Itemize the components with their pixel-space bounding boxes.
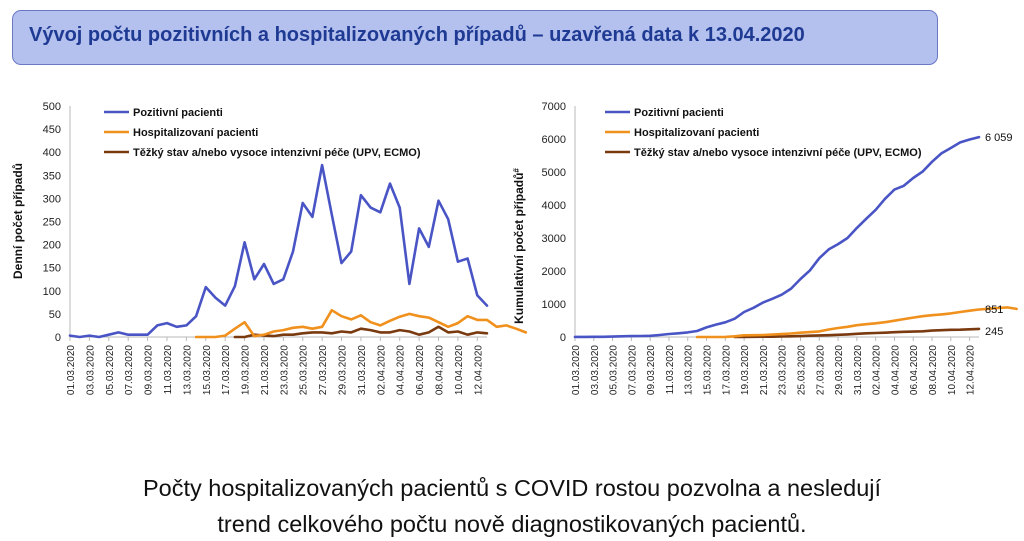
cumulative-legend-label: Hospitalizovaní pacienti	[634, 127, 759, 139]
daily-x-tick-label: 27.03.2020	[318, 345, 329, 395]
cumulative-y-tick-label: 1000	[542, 299, 566, 311]
daily-series-positive	[68, 163, 489, 339]
daily-y-axis-label: Denní počet případů	[11, 163, 25, 279]
cumulative-y-tick-label: 5000	[542, 167, 566, 179]
cumulative-series-positive	[573, 135, 981, 339]
daily-y-tick-label: 0	[55, 332, 61, 344]
cumulative-legend-label: Těžký stav a/nebo vysoce intenzivní péče…	[634, 147, 922, 159]
cumulative-end-label: 851	[985, 304, 1003, 316]
cumulative-series-severe	[733, 327, 981, 339]
cumulative-end-label: 245	[985, 326, 1003, 338]
cumulative-x-tick-label: 25.03.2020	[796, 345, 807, 395]
daily-x-tick-label: 29.03.2020	[338, 345, 349, 395]
cumulative-y-axis-label: Kumulativní počet případů#	[512, 168, 527, 324]
cumulative-x-tick-label: 15.03.2020	[703, 345, 714, 395]
daily-x-tick-label: 01.03.2020	[66, 345, 77, 395]
cumulative-x-tick-label: 03.03.2020	[590, 345, 601, 395]
cumulative-x-tick-label: 07.03.2020	[627, 345, 638, 395]
cumulative-x-tick-label: 23.03.2020	[778, 345, 789, 395]
daily-y-tick-label: 500	[43, 101, 61, 113]
daily-x-tick-label: 07.03.2020	[124, 345, 135, 395]
cumulative-x-tick-label: 29.03.2020	[834, 345, 845, 395]
daily-x-tick-label: 23.03.2020	[279, 345, 290, 395]
daily-x-tick-label: 03.03.2020	[85, 345, 96, 395]
daily-x-tick-label: 05.03.2020	[105, 345, 116, 395]
caption-line-1: Počty hospitalizovaných pacientů s COVID…	[142, 475, 882, 501]
cumulative-x-tick-label: 06.04.2020	[909, 345, 920, 395]
cumulative-y-tick-label: 2000	[542, 266, 566, 278]
cumulative-x-tick-label: 04.04.2020	[890, 345, 901, 395]
daily-x-tick-label: 13.03.2020	[182, 345, 193, 395]
daily-chart-group: 0 50 100 150 200 250 300 350 400 450 500 01.03.2020…	[11, 101, 528, 395]
cumulative-x-tick-label: 08.04.2020	[928, 345, 939, 395]
daily-y-tick-label: 200	[43, 240, 61, 252]
cumulative-x-tick-label: 31.03.2020	[853, 345, 864, 395]
cumulative-x-tick-label: 19.03.2020	[740, 345, 751, 395]
cumulative-x-tick-label: 17.03.2020	[721, 345, 732, 395]
cumulative-x-tick-label: 10.04.2020	[947, 345, 958, 395]
daily-y-tick-label: 400	[43, 147, 61, 159]
daily-x-tick-label: 25.03.2020	[299, 345, 310, 395]
daily-y-tick-label: 250	[43, 217, 61, 229]
daily-y-tick-label: 300	[43, 193, 61, 205]
daily-legend-label: Těžký stav a/nebo vysoce intenzivní péče…	[133, 147, 421, 159]
cumulative-y-tick-label: 0	[560, 332, 566, 344]
daily-y-tick-label: 100	[43, 286, 61, 298]
daily-x-tick-label: 21.03.2020	[260, 345, 271, 395]
daily-series-severe	[233, 325, 489, 339]
cumulative-x-tick-label: 02.04.2020	[872, 345, 883, 395]
cumulative-y-tick-label: 7000	[542, 101, 566, 113]
cumulative-y-tick-label: 4000	[542, 200, 566, 212]
daily-x-tick-label: 19.03.2020	[241, 345, 252, 395]
daily-x-tick-label: 31.03.2020	[357, 345, 368, 395]
daily-x-tick-label: 15.03.2020	[202, 345, 213, 395]
caption-line-2: trend celkového počtu nově diagnostikova…	[217, 511, 807, 537]
daily-x-tick-label: 17.03.2020	[221, 345, 232, 395]
cumulative-x-tick-label: 27.03.2020	[815, 345, 826, 395]
cumulative-series-hospitalized	[695, 306, 1018, 339]
cumulative-chart-group: 0 1000 2000 3000 4000 5000 6000 7000 01.03.2020 0…	[512, 101, 1018, 395]
daily-legend-label: Pozitivní pacienti	[133, 107, 223, 119]
daily-x-tick-label: 12.04.2020	[473, 345, 484, 395]
cumulative-x-tick-label: 11.03.2020	[665, 345, 676, 395]
cumulative-y-tick-label: 6000	[542, 134, 566, 146]
daily-x-tick-label: 08.04.2020	[435, 345, 446, 395]
title-banner: Vývoj počtu pozitivních a hospitalizovan…	[12, 10, 938, 65]
cumulative-end-label: 6 059	[985, 132, 1013, 144]
daily-y-tick-label: 150	[43, 263, 61, 275]
daily-legend-label: Hospitalizovaní pacienti	[133, 127, 258, 139]
daily-x-tick-label: 02.04.2020	[376, 345, 387, 395]
daily-x-tick-label: 04.04.2020	[396, 345, 407, 395]
cumulative-y-tick-label: 3000	[542, 233, 566, 245]
cumulative-x-tick-label: 01.03.2020	[571, 345, 582, 395]
cumulative-x-tick-label: 12.04.2020	[966, 345, 977, 395]
daily-x-tick-label: 09.03.2020	[144, 345, 155, 395]
daily-x-tick-label: 11.03.2020	[163, 345, 174, 395]
daily-y-tick-label: 50	[49, 309, 61, 321]
daily-x-tick-label: 06.04.2020	[415, 345, 426, 395]
daily-y-tick-label: 350	[43, 170, 61, 182]
daily-y-tick-label: 450	[43, 124, 61, 136]
page-title: Vývoj počtu pozitivních a hospitalizovan…	[29, 24, 805, 46]
daily-series-hospitalized	[194, 308, 528, 339]
cumulative-legend-label: Pozitivní pacienti	[634, 107, 724, 119]
cumulative-x-tick-label: 21.03.2020	[759, 345, 770, 395]
cumulative-x-tick-label: 05.03.2020	[609, 345, 620, 395]
daily-x-tick-label: 10.04.2020	[454, 345, 465, 395]
cumulative-x-tick-label: 09.03.2020	[646, 345, 657, 395]
cumulative-x-tick-label: 13.03.2020	[684, 345, 695, 395]
